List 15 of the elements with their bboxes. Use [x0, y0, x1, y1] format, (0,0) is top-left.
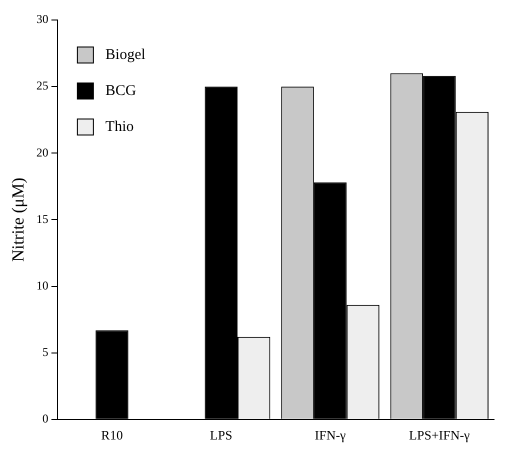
- y-tick-label: 20: [36, 145, 48, 160]
- y-tick-label: 10: [36, 278, 48, 292]
- y-tick-label: 15: [36, 212, 48, 226]
- legend-label: Thio: [105, 118, 134, 135]
- y-tick-label: 5: [42, 344, 48, 359]
- legend-label: Biogel: [105, 46, 146, 63]
- x-tick-label: LPS+IFN-γ: [409, 428, 470, 443]
- y-tick-label: 0: [42, 412, 48, 426]
- legend-label: BCG: [105, 82, 136, 99]
- x-tick-label: R10: [101, 428, 123, 443]
- x-tick-label: IFN-γ: [314, 428, 346, 443]
- y-axis-title: Nitrite (μM): [8, 178, 28, 262]
- y-tick-label: 25: [36, 78, 48, 93]
- x-tick-label: LPS: [210, 428, 232, 443]
- y-tick-label: 30: [36, 12, 48, 26]
